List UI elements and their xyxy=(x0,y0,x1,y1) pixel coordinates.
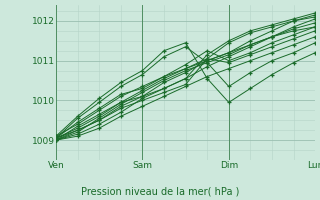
Text: Pression niveau de la mer( hPa ): Pression niveau de la mer( hPa ) xyxy=(81,186,239,196)
